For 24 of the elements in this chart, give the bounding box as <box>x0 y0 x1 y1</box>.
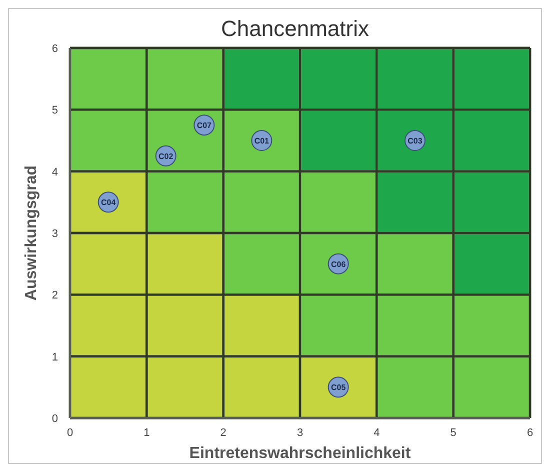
x-tick-label: 1 <box>144 427 150 439</box>
x-tick-label: 3 <box>296 427 304 439</box>
y-axis-title: Auswirkungsgrad <box>23 165 40 301</box>
annotation: C04 <box>100 198 116 208</box>
annotation: C07 <box>196 121 212 130</box>
y-tick-label: 1 <box>52 351 58 364</box>
annotation: C05 <box>330 383 346 392</box>
y-tick-label: 4 <box>52 166 58 178</box>
x-tick-label: 5 <box>450 427 456 439</box>
x-tick-label: 4 <box>374 427 380 439</box>
chart-title: Chancenmatrix <box>221 16 369 41</box>
annotation: C02 <box>158 152 174 161</box>
y-tick-label: 2 <box>52 290 58 302</box>
annotation: C01 <box>254 136 270 146</box>
annotation: C03 <box>408 136 423 146</box>
annotation: C06 <box>330 260 346 269</box>
y-tick-label: 0 <box>52 413 58 425</box>
x-axis-title: Eintretenswahrscheinlichkeit <box>189 445 412 462</box>
x-tick-label: 0 <box>66 427 74 439</box>
x-tick-label: 6 <box>526 427 534 439</box>
y-tick-label: 6 <box>52 43 58 55</box>
y-tick-label: 5 <box>52 104 58 117</box>
y-tick-label: 3 <box>52 228 58 240</box>
x-tick-label: 2 <box>220 427 226 439</box>
